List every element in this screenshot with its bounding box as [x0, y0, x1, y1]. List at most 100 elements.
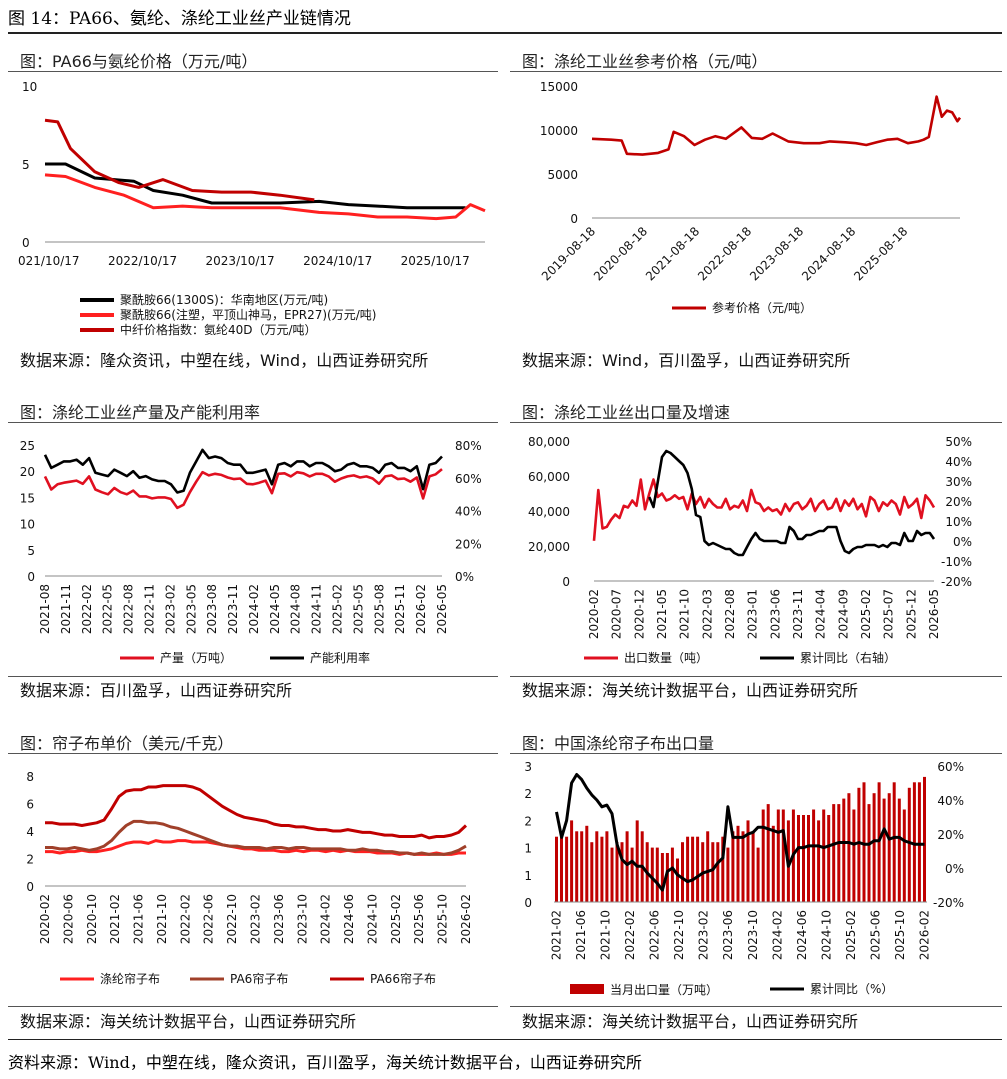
x-tick-label-13: 2025-06: [868, 910, 882, 960]
x-tick-label-4: 2023-08-18: [747, 224, 806, 283]
bar-34: [726, 847, 730, 902]
x-tick-label-4: 2022-08: [122, 584, 136, 634]
chart-pa66-spandex-price: 0 5 10 021/10/17 2022/10/17 2023/10/17 2024/10…: [18, 80, 486, 337]
y-right-tick-label-0: -20%: [933, 896, 964, 910]
y-right-tick-label-3: 40%: [937, 794, 964, 808]
panel1-rule: [8, 71, 498, 72]
x-tick-label-3: 2021-05: [655, 589, 669, 639]
x-tick-label-0: 2021-08: [38, 584, 52, 634]
x-tick-label-13: 2024-06: [342, 894, 356, 944]
bar-36: [736, 825, 740, 902]
series-line-0: [43, 468, 443, 510]
y-left-tick-label-0: 0: [562, 575, 570, 589]
y-right-tick-label-4: 60%: [937, 760, 964, 774]
series-line-1: [45, 819, 467, 856]
y-right-tick-label-5: 30%: [945, 475, 972, 489]
series-line-2: [45, 784, 468, 840]
x-tick-label-5: 2022-03: [700, 589, 714, 639]
bottom-rule: [8, 1039, 1002, 1040]
panel3-title: 图：涤纶工业丝产量及产能利用率: [20, 403, 261, 422]
panel4-rule: [510, 422, 1002, 423]
y-right-tick-label-2: 40%: [455, 505, 482, 519]
x-tick-label-8: 2022-10: [225, 894, 239, 944]
bar-66: [887, 793, 891, 902]
panel4-title: 图：涤纶工业丝出口量及增速: [522, 403, 731, 422]
x-tick-label-14: 2024-10: [365, 894, 379, 944]
bar-67: [892, 782, 896, 902]
legend-item-1-label: 累计同比（右轴）: [800, 650, 896, 665]
bar-8: [595, 831, 599, 902]
bar-15: [630, 847, 634, 902]
x-tick-label-1: 2020-06: [61, 894, 75, 944]
bar-39: [751, 831, 755, 902]
chart-industrial-yarn-price: 0 5000 10000 15000 2019-08-182020-08-182021-…: [539, 80, 962, 315]
x-tick-label-10: 2024-04: [814, 589, 828, 639]
x-tick-label-0: 2019-08-18: [539, 224, 598, 283]
bar-13: [620, 842, 624, 902]
series-line-1: [555, 773, 925, 892]
bar-52: [817, 820, 821, 902]
bar-33: [721, 836, 725, 902]
bar-12: [615, 842, 619, 902]
chart-yarn-export-growth: 0 20,000 40,000 60,000 80,000 -20% -10% 0% 10% 20…: [528, 435, 972, 665]
bar-41: [761, 809, 765, 902]
x-tick-label-3: 2022-02: [623, 910, 637, 960]
y-right-tick-label-2: 20%: [937, 828, 964, 842]
panel2-source: 数据来源：Wind，百川盈孚，山西证券研究所: [522, 351, 851, 370]
x-tick-label-9: 2024-02: [770, 910, 784, 960]
x-tick-label-14: 2025-10: [893, 910, 907, 960]
bar-16: [635, 820, 639, 902]
bar-65: [882, 798, 886, 902]
series-line-2: [44, 118, 315, 202]
series-line-0: [591, 95, 962, 156]
bar-62: [867, 804, 871, 902]
panel5-source: 数据来源：海关统计数据平台，山西证券研究所: [20, 1012, 357, 1031]
x-tick-label-5: 2024-08-18: [799, 224, 858, 283]
x-tick-label-11: 2024-09: [836, 589, 850, 639]
panel6-bottom-rule: [510, 1006, 1002, 1007]
bar-5: [580, 831, 584, 902]
footnote: 资料来源：Wind，中塑在线，隆众资讯，百川盈孚，海关统计数据平台，山西证券研究…: [8, 1053, 642, 1072]
legend-item-0-label: 出口数量（吨）: [624, 650, 708, 665]
x-tick-label-2: 2020-10: [85, 894, 99, 944]
x-tick-label-6: 2022-02: [178, 894, 192, 944]
bar-22: [665, 853, 669, 902]
bar-38: [746, 820, 750, 902]
bar-72: [917, 782, 921, 902]
x-tick-label-16: 2025-08: [372, 584, 386, 634]
y-right-tick-label-0: 0%: [455, 570, 474, 584]
bar-14: [625, 831, 629, 902]
x-tick-label-11: 2024-05: [268, 584, 282, 634]
bar-32: [716, 842, 720, 902]
chart-cord-fabric-export: 0 1 1 2 2 3 -20% 0% 20% 40% 60% 2021-02 2021-06 2021-…: [524, 760, 964, 997]
x-tick-label-12: 2025-02: [859, 589, 873, 639]
y-left-tick-label-4: 2: [524, 787, 532, 801]
chart-cord-fabric-unit-price: 0 2 4 6 8 2020-02 2020-06 2020-10 2021-02 2021-06…: [26, 770, 473, 986]
x-tick-label-4: 2025/10/17: [401, 254, 470, 268]
x-tick-label-6: 2023-02: [163, 584, 177, 634]
x-tick-label-10: 2024-06: [795, 910, 809, 960]
chart-yarn-output-utilization: 0 5 10 15 20 25 0% 20% 40% 60% 80% 2021-08 2021-11 20…: [20, 439, 482, 665]
y-left-tick-label-3: 15: [20, 491, 35, 505]
bar-19: [650, 847, 654, 902]
bar-20: [655, 847, 659, 902]
y-left-tick-label-4: 80,000: [528, 435, 570, 449]
series-line-1: [648, 449, 936, 557]
y-left-tick-label-3: 2: [524, 814, 532, 828]
x-tick-label-6: 2022-08: [723, 589, 737, 639]
legend-item-0-label: 当月出口量（万吨）: [610, 983, 718, 997]
x-tick-label-3: 2022-08-18: [695, 224, 754, 283]
y-tick-label-1: 5000: [547, 168, 578, 182]
panel3-rule: [8, 422, 498, 423]
x-tick-label-0: 2020-02: [587, 589, 601, 639]
bar-57: [842, 798, 846, 902]
y-right-tick-label-4: 20%: [945, 495, 972, 509]
bar-21: [660, 853, 664, 902]
y-left-tick-label-2: 10: [20, 518, 35, 532]
panel1-title: 图：PA66与氨纶价格（万元/吨）: [20, 52, 258, 71]
bar-43: [771, 825, 775, 902]
x-tick-label-13: 2024-11: [310, 584, 324, 634]
bar-54: [827, 815, 831, 902]
bar-59: [852, 809, 856, 902]
y-tick-label-0: 0: [22, 236, 30, 250]
